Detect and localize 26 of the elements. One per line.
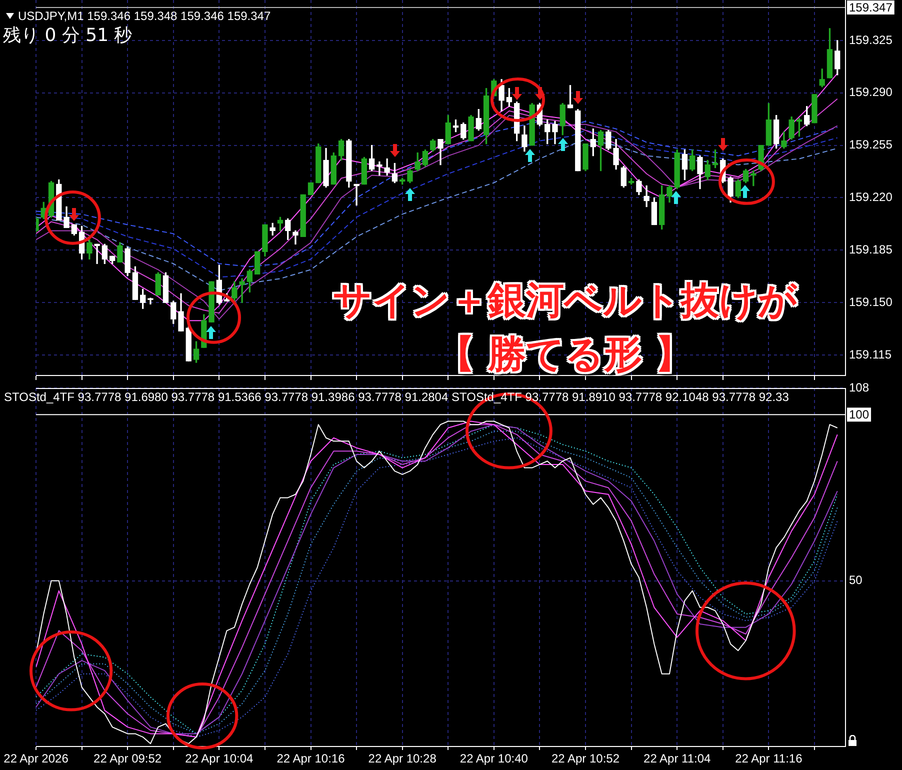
x-tick-label: 22 Apr 10:16: [276, 752, 346, 766]
y-tick-label: 159.325: [849, 32, 893, 47]
annotation: サイン＋銀河ベルト抜けが: [333, 278, 797, 322]
y-tick-label: 159.115: [849, 347, 892, 362]
x-tick-label: 22 Apr 10:04: [185, 752, 254, 766]
y-tick-label: 159.220: [849, 190, 893, 204]
annotation: 残り 0 分 51 秒: [3, 25, 132, 47]
text: USDJPY,M1 159.346 159.348 159.346 159.347: [18, 9, 271, 23]
annotation: 【 勝てる形 】: [436, 332, 694, 376]
x-tick-label: 22 Apr 10:52: [551, 752, 620, 766]
y-tick-label: 159.185: [849, 242, 893, 256]
x-tick-label: 22 Apr 09:52: [94, 752, 162, 766]
y-tick-label: 50: [849, 573, 863, 588]
x-tick-label: 22 Apr 2026: [4, 752, 69, 766]
x-tick-label: 22 Apr 11:04: [644, 752, 711, 766]
x-tick-label: 22 Apr 11:16: [735, 752, 803, 766]
y-tick-label: 108: [849, 380, 870, 394]
candlestick: [300, 194, 306, 238]
x-tick-label: 22 Apr 10:40: [460, 752, 528, 766]
ref-line-label: 159.347: [849, 0, 893, 14]
y-tick-label: 159.290: [849, 85, 893, 100]
y-tick-label: 159.150: [849, 294, 893, 309]
x-tick-label: 22 Apr 10:28: [368, 752, 437, 766]
y-tick-label: 159.255: [849, 138, 893, 152]
candlestick: [812, 94, 818, 124]
ref-line-label: 100: [849, 407, 870, 422]
